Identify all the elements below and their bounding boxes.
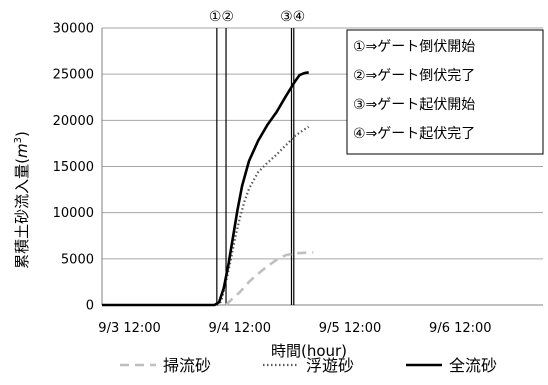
series-line-浮遊砂 [216,125,310,307]
y-tick-label: 10000 [53,206,94,221]
annotation-text: ②⇒ゲート倒伏完了 [353,68,475,84]
series-line-掃流砂 [225,251,314,306]
annotation-box: ①⇒ゲート倒伏開始 ②⇒ゲート倒伏完了 ③⇒ゲート起伏開始 ④⇒ゲート起伏完了 [346,29,544,155]
legend-label: 全流砂 [449,356,497,375]
x-axis-title: 時間(hour) [271,342,347,360]
event-marker-label: ③④ [280,9,305,25]
legend: 掃流砂 浮遊砂 全流砂 [120,356,497,375]
y-axis-title: 累積土砂流入量(m3) [13,131,31,269]
annotation-text: ④⇒ゲート起伏完了 [353,126,475,142]
legend-label: 浮遊砂 [306,356,354,375]
event-marker-lines: ①② ③④ [209,9,305,305]
event-marker-label: ①② [209,9,234,25]
gridlines [102,27,543,260]
x-tick-label: 9/3 12:00 [98,321,161,336]
annotation-text: ③⇒ゲート起伏開始 [353,97,475,113]
y-tick-label: 20000 [53,114,94,129]
legend-label: 掃流砂 [163,356,211,375]
y-tick-label: 30000 [53,22,94,37]
data-series [102,71,314,307]
x-tick-label: 9/5 12:00 [319,321,382,336]
y-tick-label: 5000 [61,252,94,267]
x-tick-label: 9/6 12:00 [429,321,492,336]
annotation-frame [346,29,544,155]
y-tick-label: 0 [86,299,94,314]
tick-labels: 0 5000 10000 15000 20000 25000 30000 9/3 12:00 9… [53,22,492,337]
series-line-全流砂 [102,71,309,307]
x-tick-label: 9/4 12:00 [209,321,272,336]
annotation-text: ①⇒ゲート倒伏開始 [353,39,475,55]
y-tick-label: 25000 [53,68,94,83]
y-tick-label: 15000 [53,160,94,175]
